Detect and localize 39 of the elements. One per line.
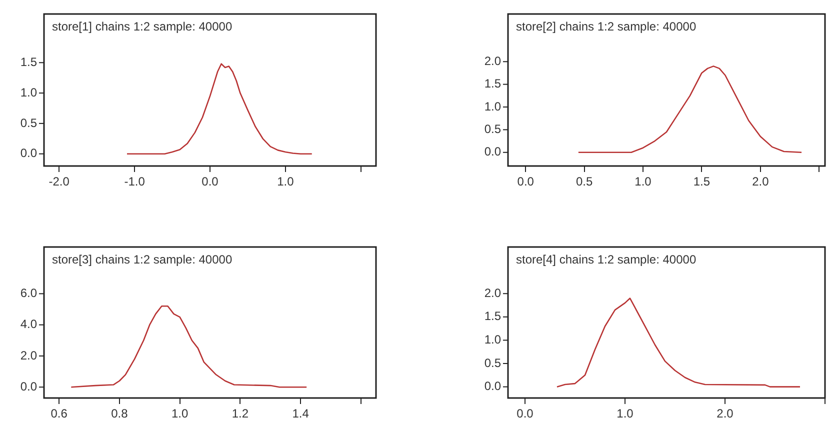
- y-tick-label: 0.0: [20, 379, 38, 394]
- y-tick-label: 4.0: [20, 317, 38, 332]
- y-tick-label: 1.5: [20, 54, 38, 69]
- y-tick-label: 0.5: [484, 122, 502, 136]
- y-tick-label: 6.0: [20, 286, 38, 300]
- x-tick-label: 1.4: [292, 406, 310, 421]
- text: store[3] chains 1:2 sample: 40000: [52, 252, 232, 266]
- x-tick-label: 0.5: [576, 174, 593, 189]
- x-tick-label: 0.0: [202, 174, 219, 189]
- y-tick-label: 0.5: [20, 116, 38, 130]
- x-tick-label: 1.0: [634, 174, 652, 189]
- text: store[2] chains 1:2 sample: 40000: [516, 19, 696, 34]
- text: store[4] chains 1:2 sample: 40000: [516, 252, 696, 266]
- y-tick-label: 2.0: [20, 348, 38, 362]
- text: store[1] chains 1:2 sample: 40000: [52, 19, 232, 34]
- x-tick-label: -1.0: [124, 174, 146, 189]
- y-tick-label: 0.5: [484, 356, 502, 370]
- x-tick-label: 0.0: [516, 406, 534, 421]
- y-tick-label: 1.0: [484, 332, 502, 347]
- x-tick-label: 0.8: [111, 406, 128, 421]
- y-tick-label: 1.0: [484, 99, 502, 114]
- y-tick-label: 1.5: [484, 76, 502, 91]
- y-tick-label: 0.0: [20, 146, 38, 160]
- x-tick-label: 0.0: [517, 174, 534, 189]
- y-tick-label: 1.0: [20, 85, 38, 100]
- y-tick-label: 0.0: [484, 144, 502, 159]
- x-tick-label: -2.0: [48, 174, 70, 189]
- y-tick-label: 2.0: [484, 286, 502, 300]
- y-tick-label: 2.0: [484, 54, 502, 68]
- y-tick-label: 1.5: [484, 309, 502, 324]
- x-tick-label: 1.0: [277, 174, 294, 189]
- x-tick-label: 0.6: [50, 406, 68, 421]
- x-tick-label: 1.0: [616, 406, 634, 421]
- y-tick-label: 0.0: [484, 379, 502, 394]
- x-tick-label: 1.0: [171, 406, 188, 421]
- x-tick-label: 1.5: [693, 174, 710, 189]
- x-tick-label: 2.0: [716, 406, 734, 421]
- x-tick-label: 2.0: [752, 174, 770, 189]
- x-tick-label: 1.2: [232, 406, 249, 421]
